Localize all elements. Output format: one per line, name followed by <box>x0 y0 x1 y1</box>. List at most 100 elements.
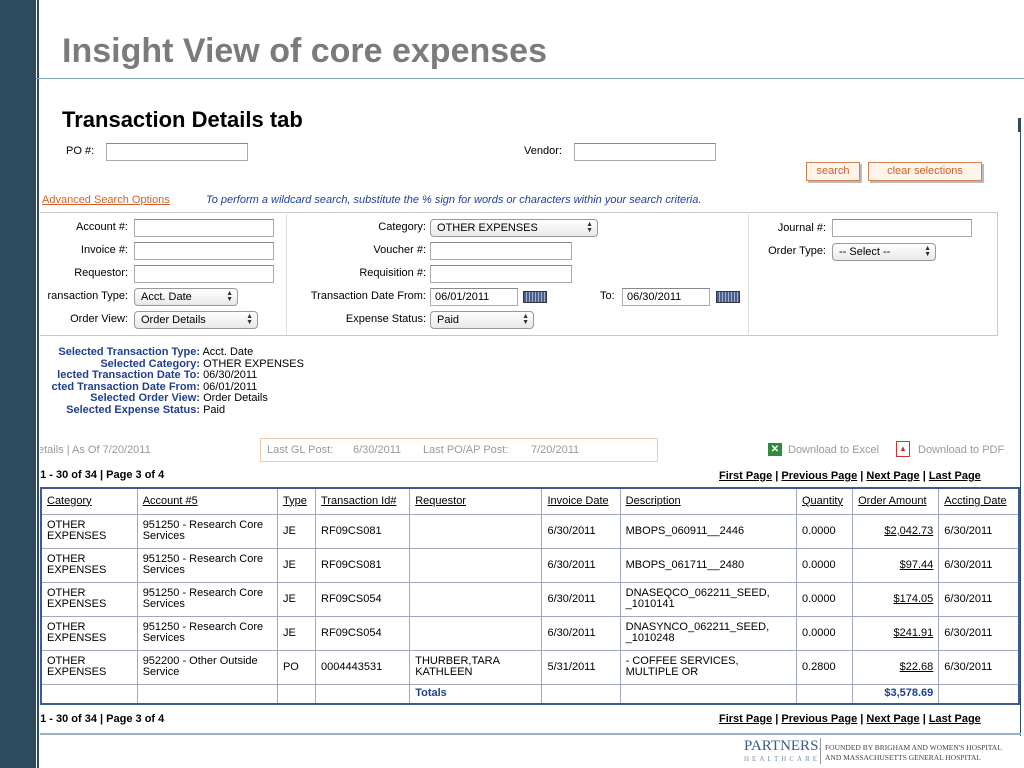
po-input[interactable] <box>106 143 248 161</box>
criteria-divider-1 <box>286 214 287 334</box>
summary-row: lected Transaction Date To: 06/30/2011 <box>57 369 258 382</box>
previous-page-link[interactable]: Previous Page <box>781 470 858 482</box>
download-pdf-link[interactable]: Download to PDF <box>918 444 1005 456</box>
summary-row: Selected Transaction Type: Acct. Date <box>58 346 254 358</box>
col-invoice-date[interactable]: Invoice Date <box>541 487 621 515</box>
summary-row: cted Transaction Date From: 06/01/2011 <box>51 380 258 393</box>
order-amount-link[interactable]: $2,042.73 <box>884 524 934 537</box>
pdf-icon[interactable]: ▲ <box>896 441 910 457</box>
order-amount-link[interactable]: $174.05 <box>893 592 934 605</box>
slide-subtitle: Transaction Details tab <box>62 107 303 132</box>
vendor-input[interactable] <box>574 143 716 161</box>
order-type-select[interactable]: -- Select -- ▲ ▼ <box>832 243 936 261</box>
invoice-label: Invoice #: <box>80 244 128 256</box>
slide-left-bar <box>0 0 36 768</box>
pager-range-bottom: 21 - 30 of 34 | Page 3 of 4 <box>40 713 165 725</box>
col-category[interactable]: Category <box>40 487 138 515</box>
order-view-value: Order Details <box>141 314 206 326</box>
summary-row: Selected Order View: Order Details <box>90 392 268 405</box>
search-button[interactable]: search <box>806 162 860 181</box>
clear-selections-button[interactable]: clear selections <box>868 162 982 181</box>
invoice-input[interactable] <box>134 242 274 260</box>
calendar-icon[interactable] <box>523 291 547 303</box>
category-label: Category: <box>378 221 426 233</box>
order-amount-link[interactable]: $22.68 <box>899 660 934 673</box>
transactions-table: Category Account #5 Type Transaction Id#… <box>40 487 1020 705</box>
table-row: OTHER EXPENSES 951250 - Research Core Se… <box>40 615 1020 651</box>
date-to-label: To: <box>600 290 615 302</box>
summary-row: Selected Category: OTHER EXPENSES <box>100 357 304 370</box>
col-requestor[interactable]: Requestor <box>409 487 543 515</box>
account-input[interactable] <box>134 219 274 237</box>
chevron-updown-icon: ▲ ▼ <box>226 290 233 303</box>
journal-label: Journal #: <box>777 222 826 234</box>
totals-label: Totals <box>409 683 543 705</box>
slide-title: Insight View of core expenses <box>62 32 547 70</box>
first-page-link[interactable]: First Page <box>719 470 773 482</box>
order-amount-link[interactable]: $97.44 <box>899 558 934 571</box>
selected-summary: Selected Transaction Type: Acct. Date Se… <box>40 346 304 417</box>
first-page-link[interactable]: First Page <box>719 713 773 725</box>
post-dates-box: Last GL Post: 6/30/2011 Last PO/AP Post:… <box>260 438 658 462</box>
last-page-link[interactable]: Last Page <box>928 470 981 482</box>
order-type-value: -- Select -- <box>839 246 891 258</box>
pager-range-top: 21 - 30 of 34 | Page 3 of 4 <box>40 469 165 481</box>
footer-line-2: AND MASSACHUSETTS GENERAL HOSPITAL <box>825 753 982 762</box>
pager-links-top: First Page | Previous Page | Next Page |… <box>719 470 981 482</box>
excel-icon[interactable]: ✕ <box>768 443 782 456</box>
table-row: OTHER EXPENSES 951250 - Research Core Se… <box>40 581 1020 617</box>
date-from-input[interactable]: 06/01/2011 <box>430 288 518 306</box>
partners-footer: PARTNERS. HEALTHCARE FOUNDED BY BRIGHAM … <box>740 738 1024 768</box>
date-from-label: Transaction Date From: <box>310 290 426 302</box>
screenshot-bottom-rule <box>40 733 1021 735</box>
order-amount-link[interactable]: $241.91 <box>893 626 934 639</box>
requestor-input[interactable] <box>134 265 274 283</box>
voucher-input[interactable] <box>430 242 572 260</box>
summary-row: Selected Expense Status: Paid <box>66 403 226 416</box>
totals-row: Totals $3,578.69 <box>40 683 1020 705</box>
expense-status-value: Paid <box>437 314 460 326</box>
vendor-label: Vendor: <box>524 145 562 157</box>
footer-line-1: FOUNDED BY BRIGHAM AND WOMEN'S HOSPITAL <box>825 743 1002 752</box>
col-description[interactable]: Description <box>619 487 798 515</box>
chevron-updown-icon: ▲ ▼ <box>924 245 931 258</box>
download-excel-link[interactable]: Download to Excel <box>788 444 880 456</box>
chevron-updown-icon: ▲ ▼ <box>246 313 253 326</box>
col-account[interactable]: Account #5 <box>136 487 278 515</box>
date-to-input[interactable]: 06/30/2011 <box>622 288 710 306</box>
po-label: PO #: <box>66 145 95 157</box>
expense-status-select[interactable]: Paid ▲ ▼ <box>430 311 534 329</box>
partners-logo-sub: HEALTHCARE <box>744 755 821 763</box>
table-row: OTHER EXPENSES 951250 - Research Core Se… <box>40 513 1020 549</box>
table-row: OTHER EXPENSES 951250 - Research Core Se… <box>40 547 1020 583</box>
insight-screenshot: PO #: Vendor: search clear selections Ad… <box>40 132 1020 736</box>
category-select[interactable]: OTHER EXPENSES ▲ ▼ <box>430 219 598 237</box>
requestor-label: Requestor: <box>74 267 128 279</box>
journal-input[interactable] <box>832 219 972 237</box>
requisition-input[interactable] <box>430 265 572 283</box>
order-view-label: Order View: <box>70 313 128 325</box>
category-value: OTHER EXPENSES <box>437 222 538 234</box>
col-type[interactable]: Type <box>276 487 317 515</box>
col-quantity[interactable]: Quantity <box>795 487 854 515</box>
order-view-select[interactable]: Order Details ▲ ▼ <box>134 311 258 329</box>
next-page-link[interactable]: Next Page <box>866 713 920 725</box>
order-type-label: Order Type: <box>768 245 826 257</box>
calendar-icon[interactable] <box>716 291 740 303</box>
requisition-label: Requisition #: <box>359 267 426 279</box>
col-transaction-id[interactable]: Transaction Id# <box>315 487 411 515</box>
transaction-type-select[interactable]: Acct. Date ▲ ▼ <box>134 288 238 306</box>
col-accting-date[interactable]: Accting Date <box>938 487 1020 515</box>
footer-divider <box>820 738 821 764</box>
criteria-divider-2 <box>748 214 749 334</box>
col-order-amount[interactable]: Order Amount <box>852 487 940 515</box>
partners-logo: PARTNERS. <box>744 738 823 754</box>
advanced-search-link[interactable]: Advanced Search Options <box>42 194 170 206</box>
chevron-updown-icon: ▲ ▼ <box>586 221 593 234</box>
transaction-type-label: ransaction Type: <box>47 290 128 302</box>
last-page-link[interactable]: Last Page <box>928 713 981 725</box>
details-asof: etails | As Of 7/20/2011 <box>40 444 151 456</box>
previous-page-link[interactable]: Previous Page <box>781 713 858 725</box>
account-label: Account #: <box>76 221 128 233</box>
next-page-link[interactable]: Next Page <box>866 470 920 482</box>
